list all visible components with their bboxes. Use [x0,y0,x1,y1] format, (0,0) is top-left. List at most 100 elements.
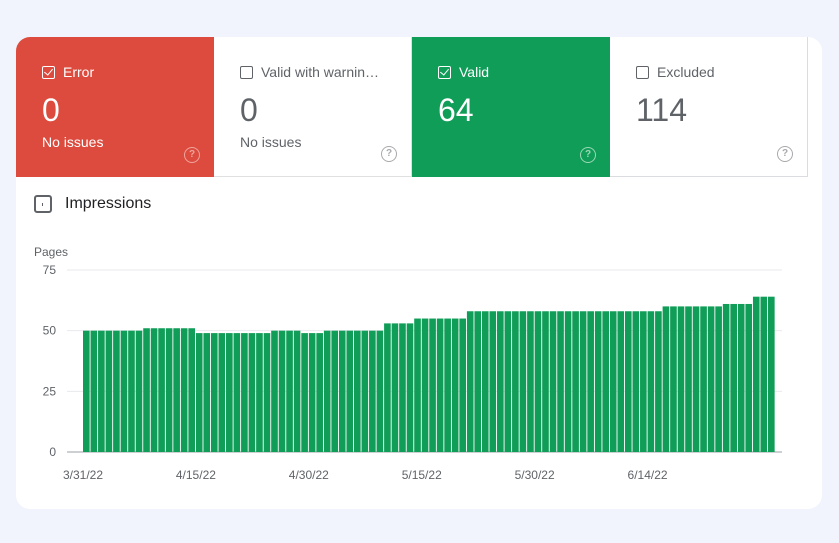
valid-tile-label: Valid [459,64,490,80]
valid-with-warnings-tile[interactable]: Valid with warnin… 0 No issues ? [214,37,412,177]
bar [316,333,323,452]
bar [173,328,180,452]
bar [617,311,625,452]
impressions-label: Impressions [65,195,152,212]
warn-subtext: No issues [240,134,302,150]
bar [647,311,655,452]
bar [557,311,564,452]
bar [414,318,421,452]
warn-tile-label: Valid with warnin… [261,64,380,80]
bar [655,311,662,452]
error-subtext: No issues [42,134,104,150]
bar [218,333,226,452]
bar [542,311,549,452]
x-tick-label: 3/31/22 [63,468,103,482]
bar [308,333,316,452]
bar [286,330,293,452]
help-icon[interactable]: ? [184,147,200,163]
bar [263,333,271,452]
bar [752,296,760,452]
bar [662,306,670,452]
error-count: 0 [42,92,60,128]
bar [376,330,384,452]
warn-count: 0 [240,92,258,128]
bar [692,306,700,452]
bar [632,311,640,452]
impressions-checkbox[interactable] [34,195,52,213]
bar [105,330,113,452]
bar [609,311,617,452]
error-tile[interactable]: Error 0 No issues ? [16,37,214,177]
bar [512,311,519,452]
bar [466,311,474,452]
bar [241,333,248,452]
bar [301,333,308,452]
bar [737,303,745,452]
impressions-toggle[interactable]: Impressions [34,195,151,213]
bar [128,330,135,452]
bar [497,311,504,452]
bar [640,311,647,452]
bar [760,296,768,452]
bar [722,303,730,452]
x-tick-label: 4/15/22 [176,468,216,482]
error-checkbox[interactable] [42,65,55,79]
valid-tile[interactable]: Valid 64 ? [412,37,610,177]
valid-tile-header: Valid [438,64,489,80]
bar [384,323,391,452]
excluded-tile-header: Excluded [636,64,715,80]
bar [534,311,542,452]
bar [489,311,497,452]
bar [338,330,346,452]
help-icon[interactable]: ? [580,147,596,163]
y-tick-label: 50 [43,324,57,338]
bar [700,306,707,452]
excluded-tile-label: Excluded [657,64,715,80]
valid-count: 64 [438,92,474,128]
bar [406,323,414,452]
warn-checkbox[interactable] [240,65,253,79]
bar [444,318,451,452]
bar [226,333,233,452]
excluded-checkbox[interactable] [636,65,649,79]
bar [685,306,692,452]
bar [564,311,572,452]
x-tick-label: 5/30/22 [515,468,555,482]
excluded-tile[interactable]: Excluded 114 ? [610,37,808,177]
error-tile-header: Error [42,64,94,80]
bar [451,318,459,452]
bar [150,328,158,452]
bar [715,306,722,452]
bar [203,333,211,452]
y-axis-label: Pages [34,245,68,259]
warn-tile-header: Valid with warnin… [240,64,379,80]
bar [572,311,579,452]
help-icon[interactable]: ? [381,146,397,162]
bar [346,330,354,452]
bar [248,333,256,452]
bar [459,318,467,452]
bar [391,323,399,452]
bar [481,311,489,452]
status-tiles: Error 0 No issues ? Valid with warnin… 0… [16,37,808,177]
bar [353,330,361,452]
bar [361,330,369,452]
x-tick-label: 4/30/22 [289,468,329,482]
bar [98,330,105,452]
excluded-count: 114 [636,92,688,128]
bar [369,330,376,452]
bar [677,306,685,452]
bar [768,296,775,452]
valid-checkbox[interactable] [438,65,451,79]
bar [707,306,715,452]
bar [399,323,406,452]
y-tick-label: 25 [43,384,57,398]
bar [233,333,241,452]
index-coverage-card: Error 0 No issues ? Valid with warnin… 0… [16,37,822,509]
bar [83,330,90,452]
bar [165,328,173,452]
bar [602,311,610,452]
bar [256,333,263,452]
help-icon[interactable]: ? [777,146,793,162]
y-tick-label: 75 [43,263,57,277]
